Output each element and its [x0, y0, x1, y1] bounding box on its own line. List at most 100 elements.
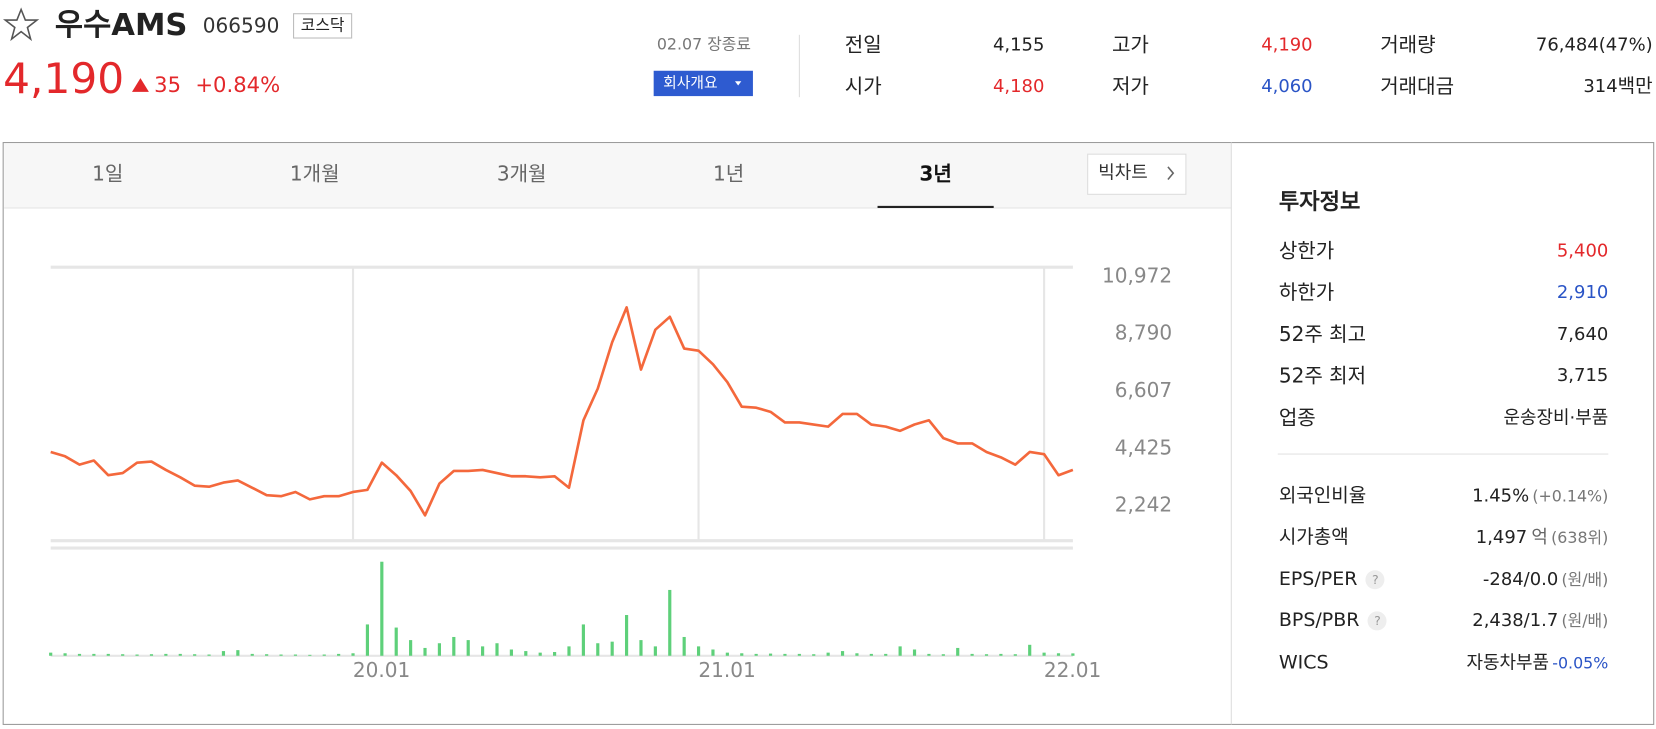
volume-bar	[984, 654, 989, 656]
big-chart-label[interactable]: 빅차트	[1098, 162, 1148, 184]
info-note: -0.05%	[1552, 653, 1609, 673]
volume-bar	[941, 654, 945, 656]
info-value: 3,715	[1556, 365, 1609, 387]
market-status: 02.07 장종료	[656, 34, 751, 54]
info-label: 52주 최저	[1278, 364, 1367, 388]
info-label: 하한가	[1278, 280, 1335, 305]
volume-bar	[437, 643, 441, 656]
period-tab[interactable]: 3개월	[496, 162, 547, 186]
dropdown-icon	[734, 81, 742, 86]
volume-bar	[92, 653, 96, 656]
x-tick-label: 22.01	[1044, 658, 1101, 682]
panel-frame	[2, 142, 1655, 725]
quote-value-box: 4,060	[1261, 74, 1312, 99]
info-label-box: 시가총액	[1279, 525, 1349, 550]
info-value: 2,438/1.7	[1472, 610, 1559, 632]
quote-unit: 백만	[1617, 74, 1653, 98]
stock-name: 우수AMS	[54, 6, 188, 43]
volume-bar	[581, 624, 585, 656]
volume-bar	[956, 647, 960, 656]
quote-value-box: 76,484(47%)	[1536, 33, 1653, 58]
volume-bar	[999, 653, 1003, 656]
volume-bar	[812, 654, 816, 656]
info-unit: 억	[1531, 526, 1548, 549]
info-label: 상한가	[1278, 239, 1335, 263]
volume-bar	[884, 653, 888, 656]
favorite-star[interactable]	[2, 7, 40, 42]
volume-bar	[207, 654, 211, 656]
volume-bar	[927, 653, 931, 656]
info-label: 외국인비율	[1278, 484, 1367, 507]
info-value-box: 1,497 억 (638위)	[1476, 525, 1608, 550]
info-label: BPS/PBR	[1278, 609, 1360, 632]
quote-value: 76,484(47%)	[1535, 34, 1653, 56]
price: 4,190	[3, 54, 125, 104]
volume-bar	[797, 653, 801, 656]
period-tab[interactable]: 1일	[92, 162, 124, 186]
company-button-label[interactable]: 회사개요	[663, 74, 718, 92]
quote-value: 314	[1583, 76, 1618, 98]
info-value-box: 자동차부품 -0.05%	[1466, 650, 1608, 675]
quote-label: 거래대금	[1380, 74, 1455, 99]
volume-bar	[380, 561, 384, 656]
info-label: WICS	[1278, 651, 1329, 674]
volume-bar	[495, 643, 499, 656]
change: 35	[154, 71, 182, 98]
price-line	[50, 306, 1074, 517]
volume-bar	[149, 654, 154, 656]
volume-bar	[783, 653, 787, 656]
volume-bar	[1028, 644, 1032, 656]
volume-bar	[682, 636, 686, 656]
y-tick-label: 8,790	[1115, 321, 1172, 345]
volume-bar	[711, 649, 715, 656]
company-button[interactable]	[653, 70, 753, 97]
period-tab[interactable]: 3년	[919, 162, 952, 186]
big-chart-button[interactable]	[1087, 153, 1187, 195]
volume-bar	[538, 652, 542, 656]
volume-bar	[452, 636, 456, 656]
volume-bar	[567, 646, 571, 656]
quote-label: 전일	[844, 33, 882, 58]
volume-bar	[855, 653, 859, 656]
period-tab[interactable]: 1년	[713, 162, 745, 186]
quote-value: 4,155	[992, 34, 1045, 56]
volume-bar	[106, 653, 110, 656]
volume-bar	[121, 654, 125, 656]
volume-bar	[481, 646, 485, 656]
volume-bar	[624, 615, 629, 656]
help-icon[interactable]: ?	[1367, 611, 1387, 631]
volume-bar	[49, 652, 53, 656]
volume-bar	[409, 640, 413, 656]
volume-bar	[869, 653, 873, 656]
help-icon[interactable]: ?	[1365, 570, 1385, 590]
quote-value-box: 4,180	[993, 74, 1044, 99]
volume-bar	[610, 641, 614, 656]
volume-bar	[466, 640, 470, 656]
volume-bar	[337, 653, 341, 656]
volume-bar	[826, 652, 830, 656]
volume-bar	[135, 654, 139, 656]
info-note: (원/배)	[1561, 570, 1609, 590]
tab-bar	[4, 143, 1232, 209]
period-tab[interactable]: 1개월	[289, 162, 340, 186]
quote-value: 4,190	[1261, 34, 1313, 56]
volume-bar	[236, 650, 240, 656]
info-label-box: BPS/PBR?	[1279, 608, 1387, 633]
stock-code: 066590	[202, 14, 280, 39]
quote-value: 4,180	[992, 76, 1045, 98]
quote-value-box: 4,190	[1261, 33, 1312, 58]
volume-bar	[898, 646, 902, 656]
volume-bar	[265, 654, 269, 656]
info-value: 2,910	[1556, 281, 1609, 304]
invest-title: 투자정보	[1278, 189, 1361, 215]
volume-bar	[725, 652, 729, 656]
info-label-box: WICS	[1279, 650, 1329, 675]
info-value: 1.45%	[1472, 485, 1530, 507]
volume-bar	[193, 654, 197, 656]
quote-value: 4,060	[1261, 76, 1313, 98]
volume-bar	[768, 653, 773, 656]
info-value: 운송장비·부품	[1503, 407, 1609, 429]
volume-bar	[912, 649, 917, 656]
volume-bar	[178, 653, 182, 656]
